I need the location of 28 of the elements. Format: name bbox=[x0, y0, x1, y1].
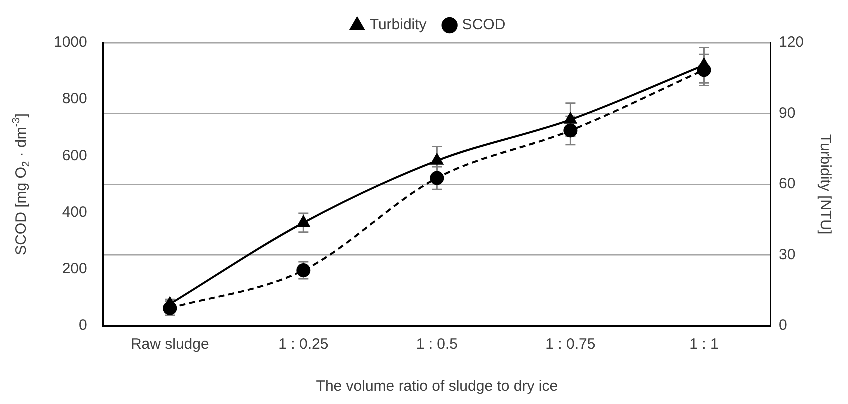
point bbox=[430, 154, 444, 165]
x-tick-label: 1 : 0.25 bbox=[278, 336, 329, 354]
y-tick-label: 600 bbox=[62, 147, 88, 164]
legend-label: SCOD bbox=[462, 16, 506, 34]
y-axis-title: SCOD [mg O2 · dm-3] bbox=[10, 114, 32, 256]
legend-label: Turbidity bbox=[370, 16, 428, 34]
x-tick-label: 1 : 0.5 bbox=[416, 336, 458, 354]
x-axis-title: The volume ratio of sludge to dry ice bbox=[316, 378, 558, 396]
y2-tick-label: 30 bbox=[778, 246, 796, 264]
x-tick-label: 1 : 0.75 bbox=[546, 336, 596, 354]
y-tick-label: 200 bbox=[62, 260, 88, 278]
point bbox=[698, 58, 710, 70]
y2-axis-title: Turbidity [NTU] bbox=[816, 134, 834, 235]
y2-tick-label: 90 bbox=[778, 104, 796, 122]
x-tick-label: Raw sludge bbox=[130, 336, 210, 354]
point bbox=[564, 112, 577, 124]
point bbox=[430, 171, 444, 186]
y-tick-label: 1000 bbox=[54, 34, 88, 52]
point bbox=[297, 216, 310, 227]
y-tick-label: 0 bbox=[79, 317, 88, 334]
point bbox=[564, 124, 578, 138]
y-tick-label: 800 bbox=[62, 90, 88, 108]
y2-tick-label: 120 bbox=[778, 34, 804, 52]
y2-tick-label: 60 bbox=[778, 176, 796, 193]
x-tick-label: 1 : 1 bbox=[690, 336, 719, 354]
y-tick-label: 400 bbox=[62, 204, 88, 221]
y2-tick-label: 0 bbox=[778, 317, 788, 334]
point bbox=[296, 264, 311, 278]
